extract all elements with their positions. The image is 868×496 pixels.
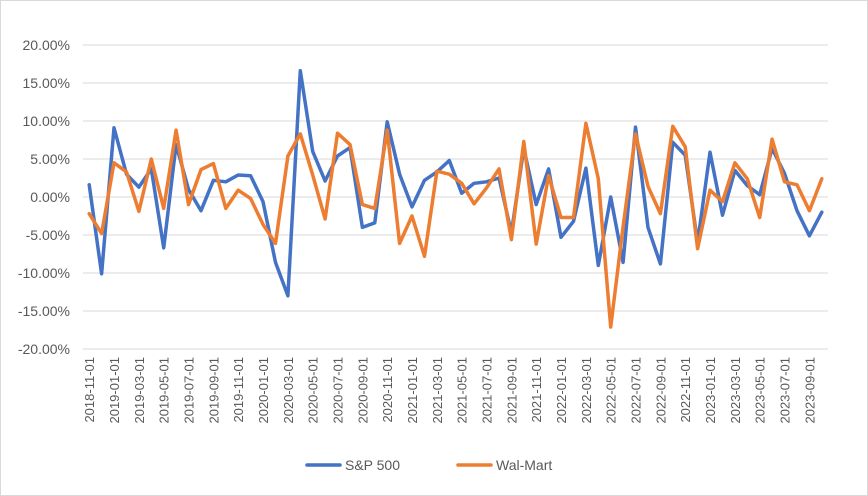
legend-label: Wal-Mart (496, 457, 552, 473)
legend: S&P 500 Wal-Mart (305, 457, 552, 473)
x-tick-label: 2020-01-01 (256, 357, 271, 424)
x-tick-label: 2021-09-01 (504, 357, 519, 424)
legend-label: S&P 500 (345, 457, 400, 473)
x-tick-label: 2023-05-01 (753, 357, 768, 424)
x-tick-label: 2023-03-01 (728, 357, 743, 424)
x-tick-label: 2021-01-01 (405, 357, 420, 424)
x-tick-label: 2020-09-01 (355, 357, 370, 424)
x-tick-label: 2019-11-01 (231, 357, 246, 423)
y-tick-label: -5.00% (26, 227, 70, 243)
x-tick-label: 2020-03-01 (281, 357, 296, 424)
x-tick-label: 2023-07-01 (778, 357, 793, 424)
y-tick-label: 20.00% (23, 37, 70, 53)
series-line-0 (87, 69, 824, 298)
x-tick-label: 2021-07-01 (480, 357, 495, 424)
x-axis-ticks: 2018-11-01 2019-01-01 2019-03-01 2019-05-01… (82, 357, 817, 424)
y-tick-label: 5.00% (30, 151, 70, 167)
x-tick-label: 2018-11-01 (82, 357, 97, 423)
x-tick-label: 2019-07-01 (182, 357, 197, 424)
x-tick-label: 2022-01-01 (554, 357, 569, 424)
x-tick-label: 2019-09-01 (206, 357, 221, 424)
x-tick-label: 2020-05-01 (306, 357, 321, 424)
x-tick-label: 2022-07-01 (629, 357, 644, 424)
gridlines (83, 44, 828, 350)
y-tick-label: -10.00% (18, 265, 70, 281)
series-lines (87, 69, 824, 329)
y-axis-ticks: 20.00% 15.00% 10.00% 5.00% 0.00% -5.00% -10.00… (18, 37, 70, 357)
x-tick-label: 2019-01-01 (107, 357, 122, 424)
x-tick-label: 2023-01-01 (703, 357, 718, 424)
x-tick-label: 2020-07-01 (331, 357, 346, 424)
x-tick-label: 2023-09-01 (802, 357, 817, 424)
y-tick-label: 10.00% (23, 113, 70, 129)
x-tick-label: 2022-05-01 (604, 357, 619, 424)
x-tick-label: 2021-11-01 (529, 357, 544, 423)
y-tick-label: 15.00% (23, 75, 70, 91)
x-tick-label: 2021-05-01 (455, 357, 470, 424)
x-tick-label: 2019-03-01 (132, 357, 147, 424)
x-tick-label: 2022-11-01 (678, 357, 693, 423)
x-tick-label: 2019-05-01 (157, 357, 172, 424)
x-tick-label: 2020-11-01 (380, 357, 395, 423)
y-tick-label: 0.00% (30, 189, 70, 205)
x-tick-label: 2021-03-01 (430, 357, 445, 424)
y-tick-label: -15.00% (18, 303, 70, 319)
x-tick-label: 2022-09-01 (653, 357, 668, 424)
y-tick-label: -20.00% (18, 341, 70, 357)
series-line-1 (87, 121, 824, 329)
x-tick-label: 2022-03-01 (579, 357, 594, 424)
